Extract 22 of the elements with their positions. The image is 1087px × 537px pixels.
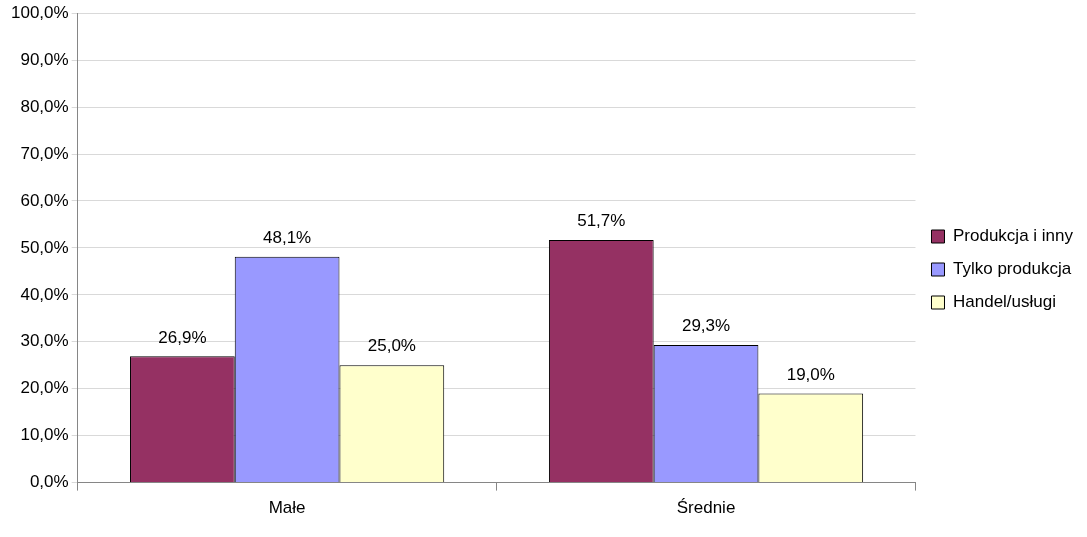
x-tick-label: Małe	[268, 498, 306, 518]
y-tick-label: 10,0%	[20, 425, 69, 445]
y-tick-label: 70,0%	[20, 143, 69, 163]
y-tick-label: 60,0%	[20, 190, 69, 210]
data-label: 29,3%	[681, 316, 731, 336]
y-tick-label: 50,0%	[20, 237, 69, 257]
data-label: 48,1%	[263, 228, 312, 248]
y-tick-label: 90,0%	[20, 49, 69, 69]
data-label: 19,0%	[786, 364, 835, 384]
data-label: 26,9%	[158, 327, 207, 347]
y-tick-label: 20,0%	[20, 378, 69, 398]
y-tick-label: 100,0%	[10, 2, 69, 22]
legend-label: Produkcja i inny	[953, 226, 1074, 246]
data-label: 51,7%	[577, 211, 626, 231]
legend-label: Handel/usługi	[953, 292, 1057, 312]
y-tick-label: 0,0%	[29, 472, 69, 492]
y-tick-label: 40,0%	[20, 284, 69, 304]
y-tick-label: 30,0%	[20, 331, 69, 351]
legend-label: Tylko produkcja	[953, 259, 1072, 279]
data-label: 25,0%	[367, 336, 416, 356]
y-tick-label: 80,0%	[20, 96, 69, 116]
x-tick-label: Średnie	[676, 498, 736, 518]
